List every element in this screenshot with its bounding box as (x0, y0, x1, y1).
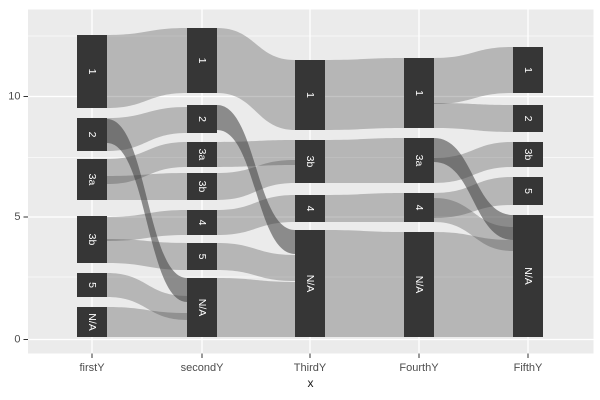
stratum-block (295, 60, 325, 130)
flow-ribbon (107, 307, 187, 337)
stratum-block (513, 47, 543, 93)
y-tick-label: 5 (14, 211, 20, 223)
flow-ribbon (325, 193, 404, 222)
stratum-block (187, 243, 217, 270)
stratum-block (404, 138, 434, 183)
stratum-label: 3b (86, 234, 98, 246)
stratum-label: N/A (304, 275, 316, 293)
flow-ribbon (217, 195, 295, 235)
x-tick-label: FifthY (514, 362, 543, 374)
stratum-block (404, 232, 434, 337)
flow-ribbon (217, 28, 295, 130)
stratum-block (187, 210, 217, 235)
flow-ribbon (107, 173, 187, 200)
stratum-label: 1 (196, 58, 208, 64)
stratum-block (187, 105, 217, 133)
flow-ribbon (434, 103, 513, 132)
flow-ribbon (107, 119, 187, 302)
x-axis-title-text: x (308, 376, 314, 390)
x-tick-label: ThirdY (294, 362, 327, 374)
stratum-label: 5 (196, 254, 208, 260)
stratum-label: 4 (196, 220, 208, 226)
flow-ribbon (434, 142, 513, 183)
flow-ribbon (434, 47, 513, 104)
axis-tick-marks (23, 96, 529, 358)
flow-ribbon (107, 142, 187, 184)
x-tick-label: secondY (181, 362, 224, 374)
flow-ribbon (107, 239, 187, 270)
flow-ribbon (434, 232, 513, 337)
stratum-block (513, 105, 543, 132)
stratum-block (513, 215, 543, 337)
stratum-label: 3b (522, 149, 534, 161)
stratum-label: 2 (196, 116, 208, 122)
stratum-label: 4 (413, 205, 425, 211)
stratum-label: 1 (86, 69, 98, 75)
strata-blocks (77, 28, 543, 337)
stratum-block (187, 278, 217, 337)
flow-ribbon (217, 278, 295, 337)
flow-ribbon (434, 198, 513, 251)
flow-ribbon (325, 138, 404, 183)
stratum-block (513, 177, 543, 205)
flow-ribbon (325, 230, 404, 337)
stratum-label: N/A (522, 267, 534, 285)
y-tick-label: 0 (14, 334, 20, 346)
stratum-block (77, 35, 107, 108)
stratum-label: 1 (413, 90, 425, 96)
stratum-label: 3b (304, 156, 316, 168)
stratum-block (77, 159, 107, 200)
stratum-label: 5 (86, 282, 98, 288)
stratum-label: 1 (522, 67, 534, 73)
flow-ribbon (217, 243, 295, 281)
stratum-label: 3a (86, 174, 98, 186)
flow-ribbon (434, 177, 513, 218)
stratum-block (295, 195, 325, 222)
stratum-block (404, 193, 434, 222)
stratum-block (77, 118, 107, 151)
flow-ribbon (434, 138, 513, 240)
stratum-label: 3b (196, 181, 208, 193)
stratum-label: N/A (413, 276, 425, 294)
x-tick-label: firstY (79, 362, 105, 374)
stratum-label: 3a (196, 149, 208, 161)
y-axis-tick-labels: 0 5 10 (8, 91, 20, 346)
flow-ribbon (107, 273, 187, 320)
x-axis-tick-labels: firstY secondY ThirdY FourthY FifthY (79, 362, 543, 374)
flow-ribbon (107, 28, 187, 108)
x-axis-title: x (308, 376, 314, 390)
stratum-block (77, 216, 107, 263)
flow-ribbon (217, 160, 295, 200)
stratum-block (295, 140, 325, 183)
flow-ribbon (325, 58, 404, 130)
y-tick-label: 10 (8, 91, 20, 103)
stratum-block (187, 142, 217, 167)
flow-ribbon (217, 105, 295, 254)
stratum-block (187, 173, 217, 200)
stratum-label: 3a (413, 155, 425, 167)
stratum-block (513, 142, 543, 167)
flow-ribbon (217, 140, 295, 167)
stratum-label: 1 (304, 92, 316, 98)
alluvial-flows (107, 28, 513, 337)
stratum-label: N/A (196, 299, 208, 317)
stratum-label: 4 (304, 206, 316, 212)
stratum-label: 2 (86, 132, 98, 138)
stratum-block (295, 230, 325, 337)
flow-ribbon (107, 210, 187, 241)
x-tick-label: FourthY (399, 362, 439, 374)
stratum-label: N/A (86, 313, 98, 331)
stratum-label: 2 (522, 116, 534, 122)
stratum-block (77, 307, 107, 337)
stratum-block (187, 28, 217, 93)
stratum-labels: 1 2 3a 3b 5 N/A 1 2 3a 3b 4 5 N/A 1 3b 4 N/A 1 3a 4 N/A 1 2 3b 5… (86, 58, 534, 331)
stratum-label: 5 (522, 188, 534, 194)
stratum-block (404, 58, 434, 128)
stratum-block (77, 273, 107, 297)
